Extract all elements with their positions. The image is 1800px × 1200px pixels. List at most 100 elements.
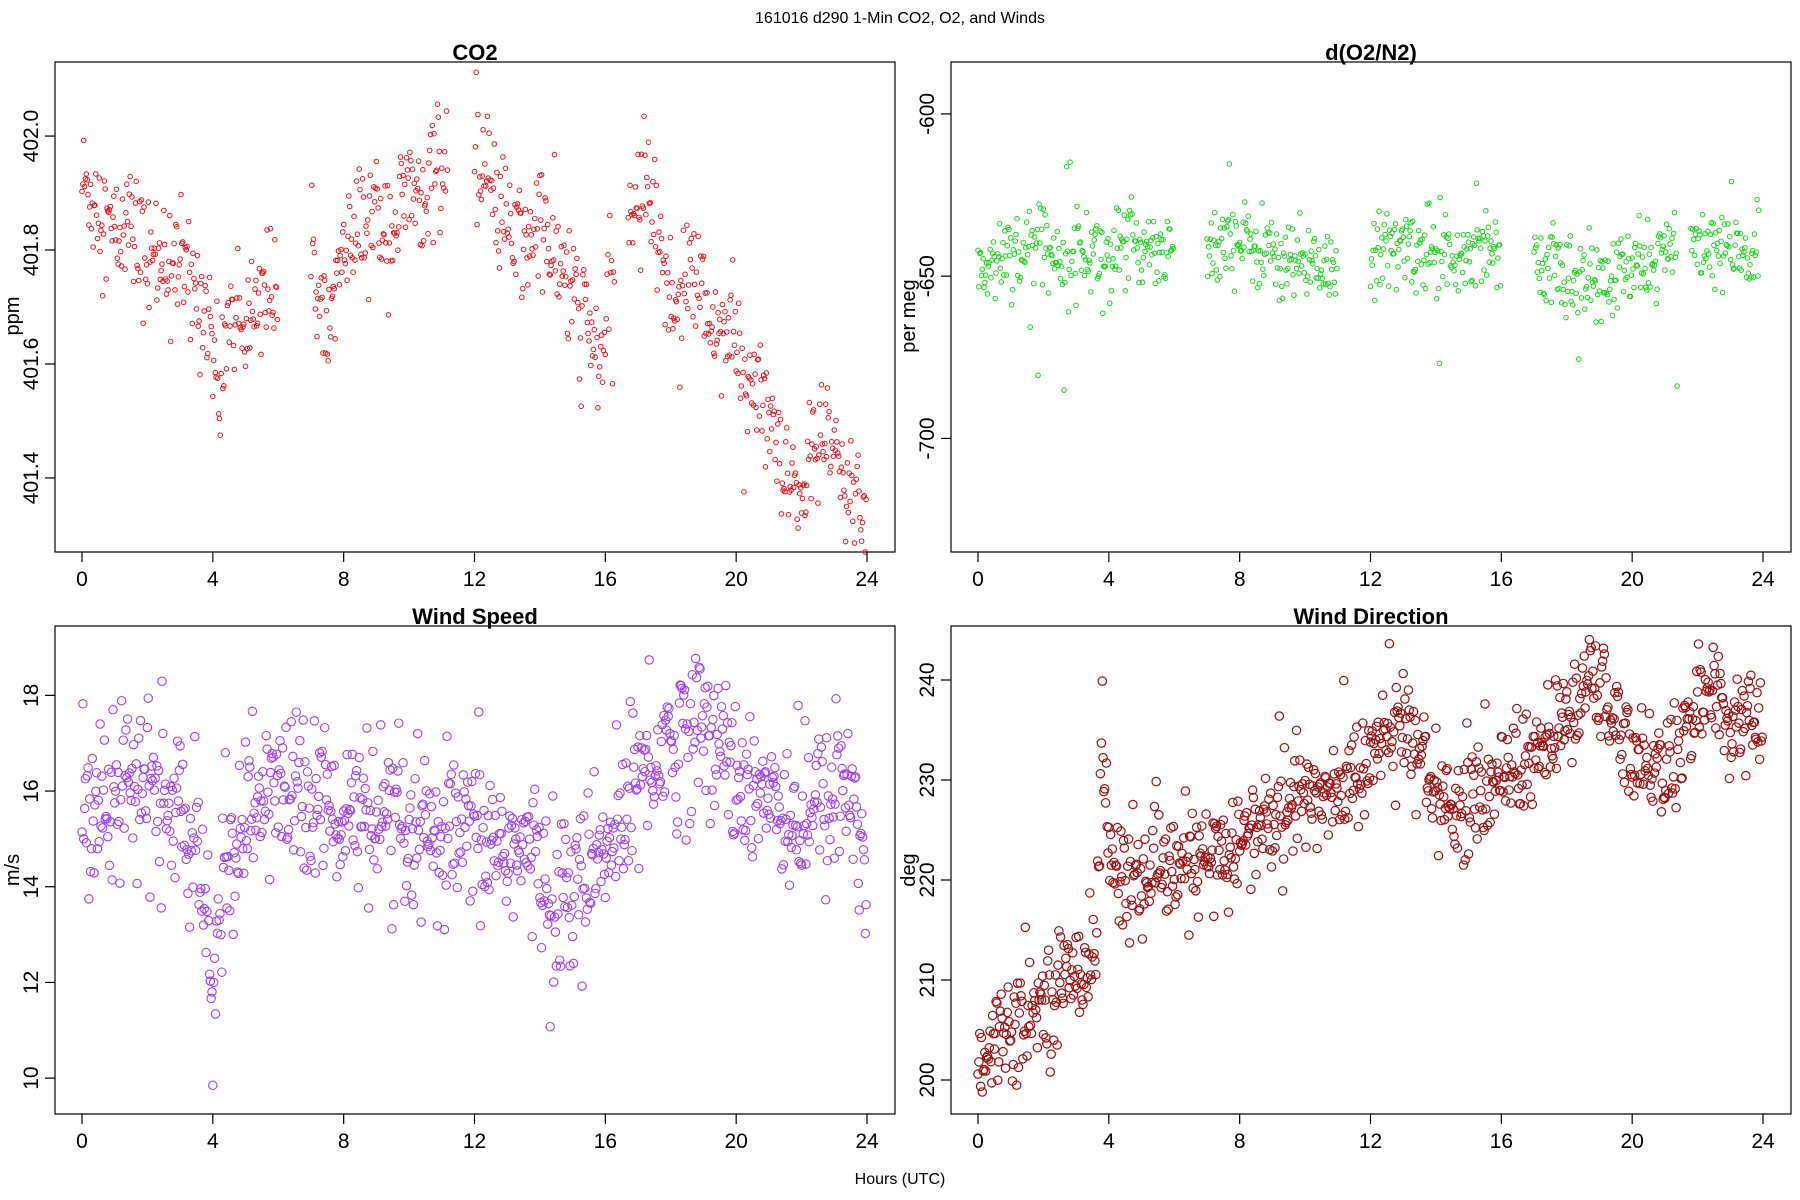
data-point	[1118, 835, 1129, 846]
data-point	[1273, 781, 1284, 792]
data-point	[652, 244, 659, 250]
data-point	[1081, 982, 1092, 993]
data-point	[500, 866, 511, 876]
data-point	[637, 267, 644, 274]
data-point	[128, 223, 134, 230]
data-point	[1659, 246, 1666, 253]
data-point	[1639, 254, 1646, 260]
data-point	[353, 178, 360, 184]
data-point	[663, 253, 669, 260]
data-point	[1401, 748, 1412, 759]
data-point	[670, 325, 676, 332]
data-point	[1048, 1035, 1059, 1045]
x-tick-label: 24	[1751, 1130, 1775, 1153]
data-point	[742, 356, 748, 363]
data-point	[1550, 675, 1561, 685]
data-point	[1100, 310, 1106, 317]
data-point	[547, 272, 554, 278]
data-point	[197, 824, 208, 835]
data-point	[850, 479, 857, 485]
data-point	[1127, 900, 1137, 911]
data-point	[1688, 701, 1699, 712]
data-point	[1638, 284, 1644, 291]
data-point	[729, 257, 736, 263]
data-point	[1536, 275, 1542, 282]
data-point	[1703, 255, 1709, 262]
data-point	[250, 798, 260, 808]
data-point	[309, 240, 316, 247]
data-point	[838, 785, 848, 796]
data-point	[691, 231, 697, 237]
data-point	[96, 821, 106, 831]
x-tick-label: 0	[76, 1130, 88, 1153]
data-point	[247, 345, 253, 351]
data-point	[193, 306, 200, 312]
data-point	[1458, 250, 1464, 257]
data-point	[154, 297, 160, 303]
data-point	[183, 888, 193, 899]
data-point	[833, 417, 839, 424]
data-point	[977, 249, 984, 256]
data-point	[1226, 852, 1236, 863]
data-point	[245, 762, 255, 772]
data-point	[1451, 810, 1462, 821]
data-point	[1088, 289, 1094, 295]
data-point	[1754, 196, 1760, 203]
data-point	[1426, 200, 1432, 207]
data-point	[1472, 283, 1479, 289]
data-point	[1156, 249, 1163, 256]
data-point	[196, 883, 206, 894]
data-point	[661, 260, 668, 267]
data-point	[1698, 707, 1709, 718]
data-point	[1296, 806, 1307, 817]
data-point	[658, 791, 668, 802]
data-point	[527, 931, 537, 942]
data-point	[644, 655, 654, 665]
data-point	[373, 795, 383, 806]
data-point	[1001, 272, 1007, 278]
data-point	[852, 819, 863, 829]
data-point	[1267, 258, 1274, 264]
data-point	[1107, 844, 1118, 854]
data-point	[1727, 256, 1734, 263]
data-point	[1407, 227, 1413, 234]
data-point	[495, 792, 506, 803]
data-point	[761, 823, 772, 833]
data-point	[1039, 980, 1050, 991]
data-point	[1170, 899, 1180, 910]
data-point	[543, 198, 549, 204]
data-point	[833, 743, 844, 753]
panel-title: Wind Direction	[1293, 604, 1448, 629]
data-point	[256, 265, 263, 272]
data-point	[267, 225, 274, 232]
data-point	[142, 722, 153, 733]
data-point	[1745, 270, 1752, 277]
data-point	[642, 152, 648, 158]
data-point	[152, 816, 163, 827]
data-point	[1218, 235, 1225, 242]
data-point	[99, 292, 106, 299]
data-point	[1741, 770, 1751, 781]
data-point	[1478, 278, 1485, 285]
data-point	[431, 130, 437, 137]
data-point	[1473, 180, 1480, 187]
data-point	[1242, 220, 1249, 226]
data-point	[976, 250, 983, 257]
data-point	[90, 244, 96, 250]
data-point	[1580, 703, 1590, 713]
data-point	[1009, 992, 1019, 1002]
data-point	[1125, 216, 1131, 223]
data-point	[1609, 713, 1619, 724]
data-point	[447, 869, 457, 880]
data-point	[651, 156, 658, 163]
data-point	[1686, 750, 1697, 761]
data-point	[1756, 207, 1762, 213]
data-point	[1568, 717, 1579, 728]
data-point	[264, 874, 275, 885]
data-point	[1410, 715, 1421, 726]
data-point	[998, 279, 1005, 285]
data-point	[1726, 244, 1732, 250]
data-point	[657, 213, 664, 220]
data-point	[840, 469, 846, 476]
data-point	[125, 242, 132, 248]
